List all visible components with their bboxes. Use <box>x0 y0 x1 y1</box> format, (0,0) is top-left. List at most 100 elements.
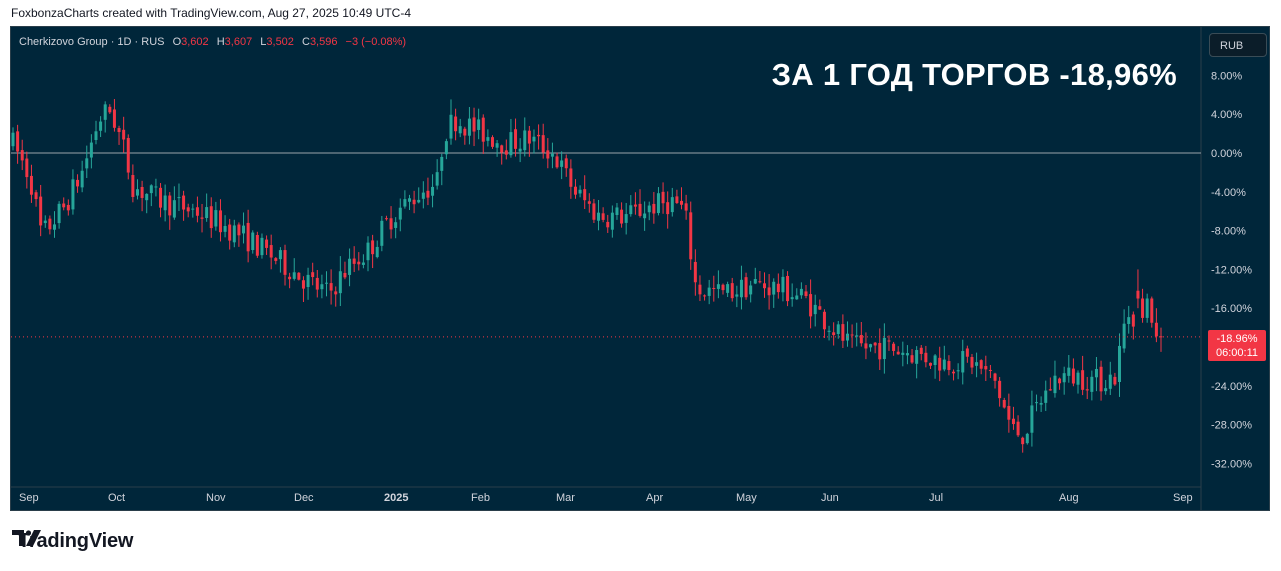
candle-body <box>1099 366 1103 392</box>
candle-body <box>1076 372 1080 385</box>
candle-body <box>726 284 730 293</box>
candle-body <box>131 175 135 197</box>
candle-body <box>763 283 767 289</box>
candle-body <box>952 371 956 374</box>
candle-body <box>103 104 107 120</box>
candle-body <box>638 203 642 216</box>
candle-body <box>633 204 637 207</box>
last-value-tag: -18.96% 06:00:11 <box>1208 330 1266 361</box>
high-label: H <box>216 36 225 48</box>
candle-body <box>39 196 43 226</box>
candle-body <box>712 288 716 290</box>
candle-body <box>666 202 670 215</box>
candle-body <box>29 175 33 195</box>
candle-body <box>1062 373 1066 383</box>
close-label: C <box>301 36 310 48</box>
candle-body <box>721 284 725 291</box>
candle-body <box>209 206 213 229</box>
candle-body <box>1035 402 1039 404</box>
y-tick-label: -12.00% <box>1211 264 1252 276</box>
candle-body <box>140 186 144 198</box>
candle-body <box>260 237 264 256</box>
x-tick-label: 2025 <box>384 492 408 504</box>
candle-body <box>154 186 158 188</box>
symbol-title: Cherkizovo Group · 1D · RUS <box>19 36 165 48</box>
candle-body <box>707 287 711 296</box>
candle-body <box>518 148 522 152</box>
candle-body <box>772 281 776 295</box>
candle-body <box>514 129 518 149</box>
candle-body <box>265 239 269 248</box>
candle-body <box>66 204 70 211</box>
candle-body <box>348 258 352 275</box>
candle-body <box>804 291 808 297</box>
candle-body <box>218 210 222 233</box>
last-value-percent: -18.96% <box>1216 333 1258 345</box>
candle-body <box>1016 421 1020 436</box>
candle-body <box>297 272 301 280</box>
candle-body <box>606 221 610 228</box>
candle-body <box>942 359 946 370</box>
candle-body <box>684 203 688 211</box>
y-tick-label: 4.00% <box>1211 109 1242 121</box>
candle-body <box>827 330 831 332</box>
candle-body <box>693 261 697 283</box>
candle-body <box>624 214 628 223</box>
candle-body <box>135 189 139 196</box>
candle-body <box>278 250 282 260</box>
candle-body <box>509 132 513 156</box>
candle-body <box>34 192 38 200</box>
candle-body <box>541 135 545 153</box>
candle-body <box>758 281 762 283</box>
candle-body <box>228 224 232 241</box>
candle-body <box>587 201 591 204</box>
candle-body <box>467 118 471 136</box>
chart-credit: FoxbonzaCharts created with TradingView.… <box>11 6 412 20</box>
currency-button[interactable]: RUB <box>1209 33 1267 57</box>
candle-body <box>813 304 817 315</box>
candle-body <box>1007 405 1011 420</box>
candle-body <box>315 277 319 290</box>
candle-body <box>1122 323 1126 349</box>
candle-body <box>832 332 836 336</box>
x-tick-label: Oct <box>108 492 125 504</box>
candle-body <box>334 291 338 295</box>
candle-body <box>647 205 651 213</box>
candle-body <box>223 226 227 232</box>
candle-body <box>214 210 218 227</box>
y-tick-label: -24.00% <box>1211 381 1252 393</box>
candle-body <box>956 370 960 372</box>
tradingview-logo-icon <box>12 530 41 546</box>
candle-body <box>292 272 296 279</box>
chart-panel[interactable]: 8.00% 4.00% 0.00% -4.00% -8.00% -12.00% -16.00… <box>10 26 1270 511</box>
tradingview-logo[interactable]: TradingView <box>12 530 133 552</box>
y-tick-label: -28.00% <box>1211 420 1252 432</box>
open-value: 3,602 <box>181 36 209 48</box>
candle-body <box>661 191 665 204</box>
candle-body <box>1053 375 1057 394</box>
candlestick-chart[interactable]: 8.00% 4.00% 0.00% -4.00% -8.00% -12.00% -16.00… <box>11 27 1269 510</box>
candle-body <box>537 134 541 137</box>
candle-body <box>57 203 61 224</box>
candle-body <box>1131 314 1135 327</box>
y-tick-label: 0.00% <box>1211 148 1242 160</box>
candle-body <box>680 200 684 205</box>
candle-body <box>94 131 98 141</box>
candle-body <box>246 222 250 252</box>
candle-body <box>159 187 163 208</box>
candle-body <box>841 324 845 341</box>
candle-body <box>749 285 753 295</box>
candle-body <box>864 343 868 349</box>
candle-body <box>71 179 75 210</box>
candle-body <box>560 160 564 167</box>
change-value: −3 (−0.08%) <box>345 36 407 48</box>
candle-body <box>1039 402 1043 405</box>
candle-body <box>48 218 52 230</box>
y-tick-label: 8.00% <box>1211 70 1242 82</box>
candle-body <box>486 137 490 141</box>
low-label: L <box>260 36 267 48</box>
candle-body <box>629 205 633 215</box>
candle-body <box>320 284 324 290</box>
candle-body <box>444 141 448 155</box>
candle-body <box>1081 370 1085 390</box>
